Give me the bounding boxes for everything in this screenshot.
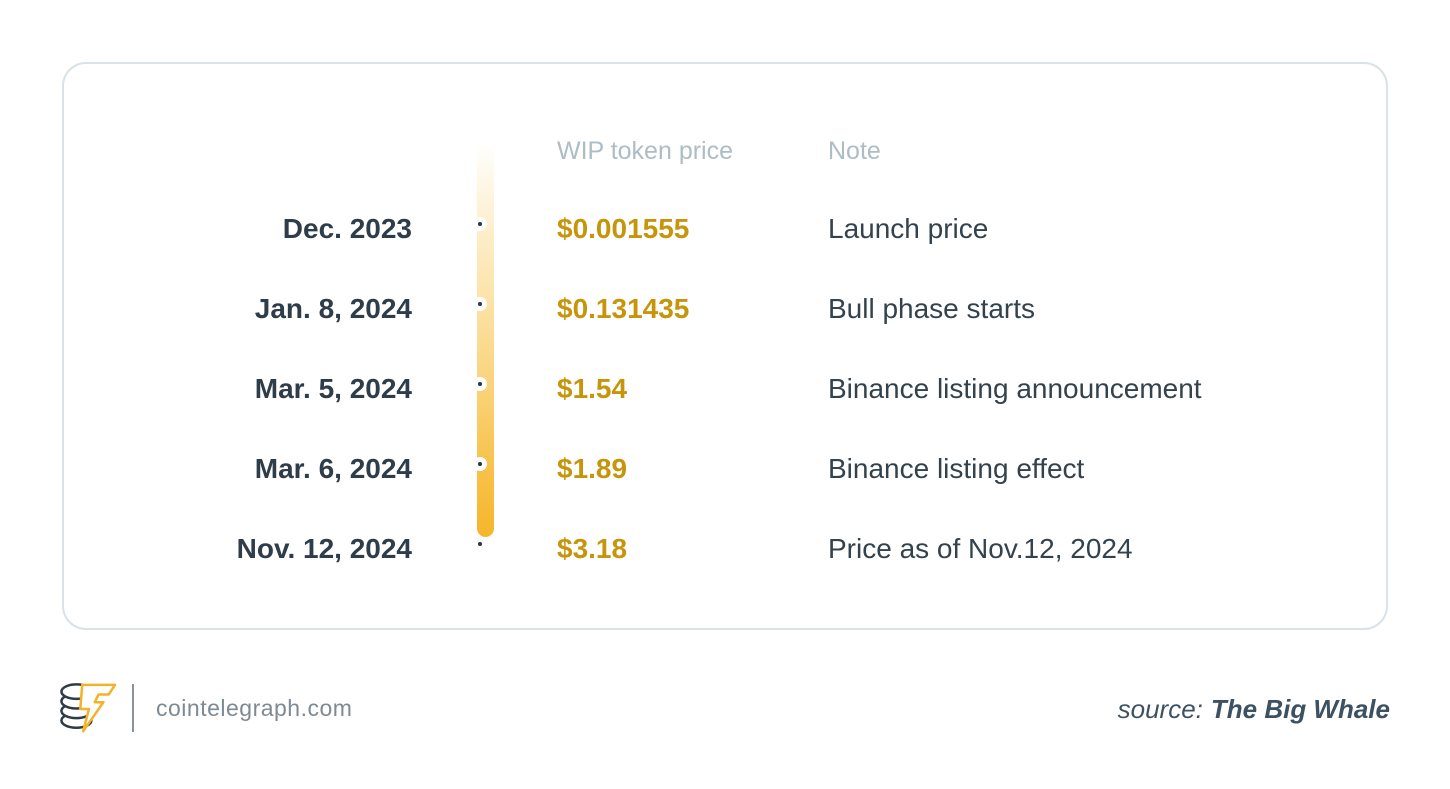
note-column-header: Note <box>828 137 881 165</box>
timeline-dot <box>473 297 487 311</box>
table-row: Dec. 2023 $0.001555 Launch price <box>64 209 1386 249</box>
footer-divider <box>132 684 134 732</box>
table-row: Nov. 12, 2024 $3.18 Price as of Nov.12, … <box>64 529 1386 569</box>
timeline-dot <box>473 377 487 391</box>
row-note: Binance listing announcement <box>828 373 1202 404</box>
timeline-bar <box>477 142 494 537</box>
timeline-card: WIP token price Note Dec. 2023 $0.001555… <box>62 62 1388 630</box>
row-price: $0.001555 <box>557 213 690 244</box>
row-note: Bull phase starts <box>828 293 1035 324</box>
row-price: $1.89 <box>557 453 628 484</box>
source-label: source: <box>1117 694 1203 724</box>
source-attribution: source: The Big Whale <box>1118 694 1390 725</box>
row-date: Nov. 12, 2024 <box>236 533 412 564</box>
header-row: WIP token price Note <box>64 131 1386 171</box>
row-price: $0.131435 <box>557 293 690 324</box>
price-column-header: WIP token price <box>557 137 734 165</box>
timeline-dot <box>473 537 487 551</box>
row-date: Dec. 2023 <box>282 213 412 244</box>
row-price: $3.18 <box>557 533 628 564</box>
timeline-dot <box>473 217 487 231</box>
table-row: Jan. 8, 2024 $0.131435 Bull phase starts <box>64 289 1386 329</box>
timeline-dot <box>473 457 487 471</box>
row-date: Mar. 5, 2024 <box>254 373 412 404</box>
row-date: Mar. 6, 2024 <box>254 453 412 484</box>
footer-brand-block: cointelegraph.com <box>58 680 352 736</box>
row-date: Jan. 8, 2024 <box>254 293 412 324</box>
table-row: Mar. 5, 2024 $1.54 Binance listing annou… <box>64 369 1386 409</box>
brand-url: cointelegraph.com <box>156 694 353 721</box>
table-row: Mar. 6, 2024 $1.89 Binance listing effec… <box>64 449 1386 489</box>
source-name: The Big Whale <box>1210 694 1390 724</box>
row-note: Launch price <box>828 213 989 244</box>
cointelegraph-logo-icon <box>60 683 117 733</box>
row-price: $1.54 <box>557 373 628 404</box>
row-note: Binance listing effect <box>828 453 1085 484</box>
lightning-bolt-icon <box>79 683 117 733</box>
row-note: Price as of Nov.12, 2024 <box>828 533 1133 564</box>
